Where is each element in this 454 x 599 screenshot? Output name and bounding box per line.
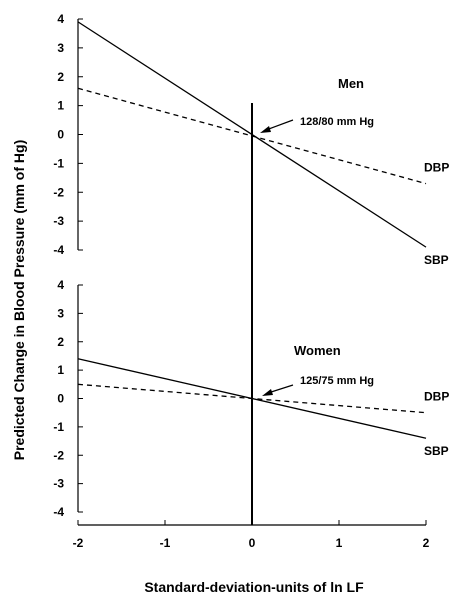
y-axis-title: Predicted Change in Blood Pressure (mm o… [11, 140, 27, 461]
y-tick-label: 0 [57, 128, 64, 142]
y-tick-label: -2 [53, 185, 64, 199]
panel-women: 4 3 2 1 0 -1 -2 -3 -4 SBP DBP Women 125/75 mm Hg [53, 278, 449, 519]
panel-label: Women [294, 343, 341, 358]
annotation-arrow-shaft [267, 384, 294, 394]
y-tick-label: 4 [57, 278, 64, 292]
series-label-sbp: SBP [424, 444, 449, 458]
y-tick-label: 4 [57, 12, 64, 26]
series-label-sbp: SBP [424, 253, 449, 267]
y-tick-label: -4 [53, 505, 64, 519]
annotation-text: 125/75 mm Hg [300, 375, 374, 387]
y-tick-label: 0 [57, 392, 64, 406]
panel-label: Men [338, 76, 364, 91]
series-label-dbp: DBP [424, 161, 449, 175]
y-tick-label: 2 [57, 335, 64, 349]
annotation-arrow-head [260, 126, 271, 133]
x-tick-label: -1 [160, 536, 171, 550]
y-tick-label: 1 [57, 363, 64, 377]
y-tick-label: 3 [57, 41, 64, 55]
x-tick-label: 0 [249, 536, 256, 550]
annotation-text: 128/80 mm Hg [300, 116, 374, 128]
y-tick-label: -3 [53, 477, 64, 491]
y-tick-label: 2 [57, 70, 64, 84]
annotation-arrow-head [262, 389, 273, 396]
x-tick-label: 1 [336, 536, 343, 550]
y-tick-label: 3 [57, 306, 64, 320]
y-tick-label: -3 [53, 214, 64, 228]
y-tick-label: -2 [53, 448, 64, 462]
y-tick-label: -1 [53, 420, 64, 434]
x-tick-label: 2 [423, 536, 430, 550]
y-tick-label: -4 [53, 243, 64, 257]
series-label-dbp: DBP [424, 390, 449, 404]
y-tick-label: 1 [57, 99, 64, 113]
annotation-arrow-shaft [265, 119, 294, 131]
x-tick-label: -2 [73, 536, 84, 550]
x-axis-title: Standard-deviation-units of ln LF [144, 579, 364, 595]
y-tick-label: -1 [53, 156, 64, 170]
plot-layer: 4 3 2 1 0 -1 -2 -3 -4 SBP DBP Men 128/80 mm Hg 4 3 2 1 0 -… [53, 12, 449, 550]
